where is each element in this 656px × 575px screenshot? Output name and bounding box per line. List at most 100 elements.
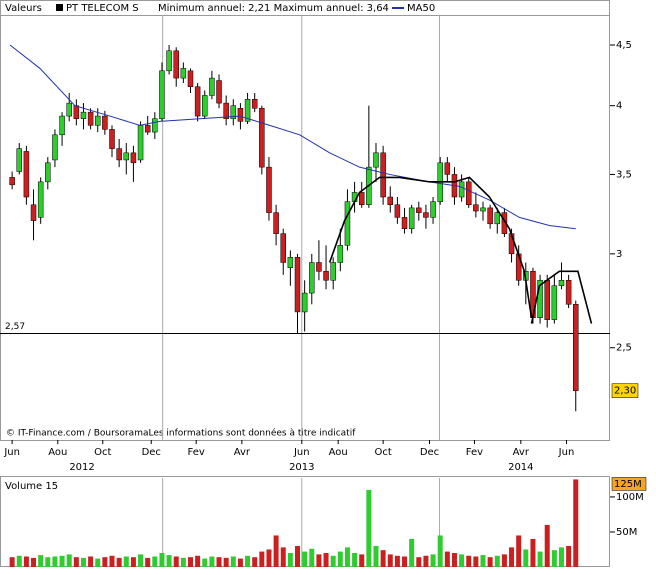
volume-badge-label: 125M	[614, 479, 642, 490]
volume-bar	[23, 556, 29, 567]
y-tick-label: 3	[616, 249, 622, 260]
volume-bar	[59, 555, 65, 567]
header-label: Valeurs	[5, 3, 42, 14]
x-tick-label: Oct	[94, 447, 111, 458]
candle-body	[30, 204, 37, 221]
volume-bar	[138, 554, 144, 567]
x-tick-label: Dec	[420, 447, 439, 458]
candle-body	[109, 129, 115, 149]
candle-body	[423, 212, 429, 218]
volume-bar	[187, 557, 193, 567]
volume-bar	[402, 556, 408, 567]
volume-bar	[237, 558, 243, 567]
candle-body	[209, 77, 215, 96]
volume-bar	[145, 557, 151, 567]
candle-body	[216, 80, 222, 104]
candle-body	[487, 207, 493, 225]
candle-body	[251, 99, 258, 109]
volume-bar	[316, 554, 322, 567]
candle-body	[152, 118, 158, 133]
volume-bar	[45, 557, 51, 567]
candle-body	[494, 212, 501, 225]
candle-body	[430, 201, 436, 218]
candle-body	[287, 257, 294, 269]
volume-bar	[516, 535, 522, 567]
x-tick-label: Aou	[48, 447, 67, 458]
volume-bar	[551, 550, 557, 567]
candle-body	[273, 212, 279, 234]
candle-body	[473, 204, 479, 212]
volume-bar	[394, 555, 400, 567]
volume-bar	[152, 556, 158, 567]
volume-bar	[280, 547, 286, 567]
candle-body	[480, 207, 486, 212]
volume-bar	[530, 538, 536, 567]
volume-bar	[573, 479, 579, 567]
candle-body	[408, 207, 415, 229]
header-range: Minimum annuel: 2,21 Maximum annuel: 3,6…	[158, 3, 389, 14]
candle-body	[544, 280, 550, 320]
volume-bar	[423, 555, 429, 567]
candle-body	[16, 148, 23, 172]
volume-bar	[159, 552, 165, 567]
candle-body	[94, 115, 101, 126]
volume-bar	[352, 552, 358, 567]
volume-bar	[95, 558, 101, 567]
volume-bar	[523, 549, 529, 567]
volume-bar	[80, 557, 86, 567]
volume-bar	[323, 552, 329, 567]
candle-body	[394, 204, 401, 218]
y-tick-label: 4	[616, 101, 622, 112]
volume-bar	[330, 555, 336, 567]
candle-body	[102, 115, 108, 130]
volume-badge	[611, 477, 647, 491]
year-label: 2014	[508, 462, 533, 473]
x-tick-label: Avr	[234, 447, 251, 458]
footnote: © IT-Finance.com / BoursoramaLes informa…	[6, 428, 356, 439]
volume-bar	[558, 547, 564, 567]
volume-bar	[223, 557, 229, 567]
volume-bar	[66, 554, 72, 567]
volume-label: Volume 15	[5, 481, 58, 492]
volume-bar	[437, 535, 443, 567]
candle-body	[73, 105, 80, 119]
volume-bar	[366, 489, 372, 567]
y-tick-label: 3,5	[616, 169, 632, 180]
candle-body	[537, 280, 543, 318]
volume-bar	[537, 551, 543, 567]
volume-bar	[373, 545, 379, 567]
volume-bar	[130, 557, 136, 567]
volume-bar	[266, 549, 272, 567]
x-tick-label: Dec	[142, 447, 161, 458]
candle-body	[458, 181, 465, 198]
volume-bar	[52, 556, 58, 567]
candle-body	[501, 212, 508, 234]
candle-body	[87, 111, 94, 126]
year-label: 2012	[69, 462, 94, 473]
candle-body	[316, 262, 322, 272]
volume-bar	[252, 557, 258, 567]
volume-bar	[273, 535, 279, 567]
volume-bar	[295, 545, 301, 567]
candle-body	[130, 152, 137, 164]
candle-body	[166, 50, 172, 72]
header-symbol: PT TELECOM S	[66, 3, 139, 14]
volume-bar	[88, 556, 94, 567]
candle-body	[309, 262, 315, 294]
candle-body	[301, 292, 308, 313]
volume-bar	[544, 524, 550, 567]
candle-body	[337, 245, 344, 263]
candle-body	[558, 280, 565, 286]
candle-body	[23, 151, 30, 198]
candle-body	[551, 285, 558, 320]
volume-bar	[173, 556, 179, 567]
volume-bar	[102, 557, 108, 567]
volume-bar	[409, 538, 415, 567]
candle-body	[573, 304, 579, 391]
candle-body	[280, 233, 286, 263]
candle-body	[116, 148, 122, 161]
volume-bar	[344, 547, 350, 567]
volume-bar	[245, 555, 251, 567]
candle-body	[373, 152, 379, 168]
